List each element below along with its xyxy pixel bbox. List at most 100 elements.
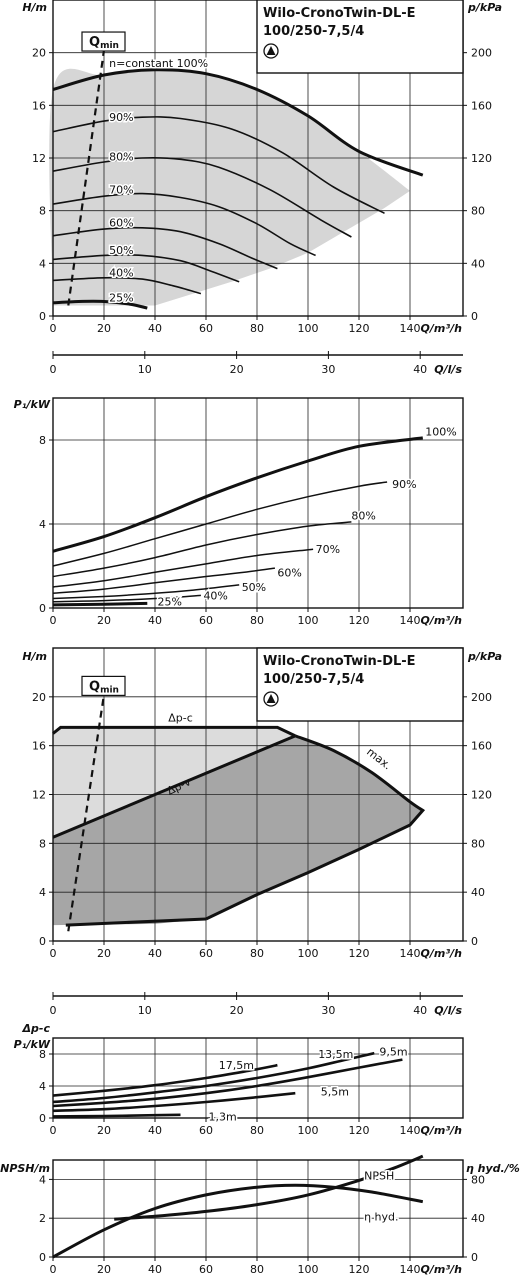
- curve-80: [52, 521, 352, 578]
- curve-90: [52, 481, 388, 567]
- curve-40: [52, 276, 202, 295]
- y-axis-label-top: Δp-c: [22, 1022, 51, 1035]
- x-tick-label: 80: [250, 614, 264, 627]
- y2-tick-label: 0: [471, 310, 478, 323]
- y-tick-label: 16: [32, 99, 46, 112]
- x-tick-label: 40: [148, 1124, 162, 1137]
- power-dpc-chart: 0 20 40 60 80 100 120 140 Q/m³/h 0 4 8 17,5m 13,5m 9,5…: [14, 1022, 464, 1137]
- curve-label-40: 40%: [203, 589, 227, 602]
- x-tick-label: 40: [148, 322, 162, 335]
- chart-subtitle: 100/250-7,5/4: [263, 24, 364, 39]
- x-tick-label: 120: [349, 322, 370, 335]
- x-axis-label: Q/m³/h: [421, 1263, 463, 1276]
- y-axis-label: P₁/kW: [14, 398, 51, 411]
- y-tick-label: 20: [32, 47, 46, 60]
- x-tick-label: 20: [97, 947, 111, 960]
- x-tick-label: 20: [97, 322, 111, 335]
- curve-13-5m: [52, 1051, 375, 1104]
- x-tick-label: 0: [50, 947, 57, 960]
- qmin-line: [67, 694, 106, 932]
- x-tick-label: 140: [400, 1263, 421, 1276]
- y2-tick-label: 40: [471, 886, 485, 899]
- y-tick-label: 8: [39, 837, 46, 850]
- secondary-x-tick-label: 0: [50, 363, 57, 376]
- curve-label-80: 80%: [351, 510, 375, 523]
- curve-label-70: 70%: [316, 543, 340, 556]
- hq-control-mode-chart: 0 20 40 60 80 100 120 140 Q/m³/h0481216200408012…: [22, 647, 502, 1017]
- x-tick-label: 60: [199, 322, 213, 335]
- curve-label-9-5m: 9,5m: [379, 1046, 407, 1059]
- y-tick-label: 4: [39, 886, 46, 899]
- curve-70: [52, 548, 314, 588]
- y-tick-label: 16: [32, 740, 46, 753]
- y-tick-label: 8: [39, 1048, 46, 1061]
- curve-label-90: 90%: [392, 478, 416, 491]
- chart-title: Wilo-CronoTwin-DL-E: [263, 654, 416, 669]
- y-tick-label: 8: [39, 434, 46, 447]
- plot-area: [53, 398, 463, 608]
- curve-25: [52, 299, 148, 310]
- y-tick-label: 0: [39, 602, 46, 615]
- dpc-label: Δp-c: [168, 711, 193, 724]
- curve-80: [52, 157, 352, 238]
- curve-label-13-5m: 13,5m: [318, 1048, 353, 1061]
- y2-tick-label: 80: [471, 837, 485, 850]
- plot-frame: [52, 397, 464, 609]
- y-tick-label: 12: [32, 789, 46, 802]
- y-tick-label: 0: [39, 1251, 46, 1264]
- plot-frame: [52, 1037, 464, 1119]
- curve-17-5m: [52, 1063, 278, 1097]
- y-tick-label: 4: [39, 257, 46, 270]
- x-tick-label: 20: [97, 614, 111, 627]
- dpv-curve: [52, 734, 296, 839]
- qmin-subscript: min: [100, 41, 119, 51]
- chart-subtitle: 100/250-7,5/4: [263, 672, 364, 687]
- x-tick-label: 0: [50, 614, 57, 627]
- x-tick-label: 100: [298, 1263, 319, 1276]
- x-tick-label: 80: [250, 1263, 264, 1276]
- curve-label-80: 80%: [109, 151, 133, 164]
- secondary-x-tick-label: 0: [50, 1004, 57, 1017]
- curve-50: [52, 254, 240, 283]
- secondary-x-tick-label: 30: [321, 363, 335, 376]
- x-axis-label: Q/m³/h: [421, 947, 463, 960]
- curve-5-5m: [52, 1091, 296, 1113]
- curve-label-90: 90%: [109, 111, 133, 124]
- x-tick-label: 40: [148, 947, 162, 960]
- curve-60: [52, 226, 278, 270]
- y2-axis-label: p/kPa: [467, 1, 502, 14]
- plot-area: [53, 1160, 463, 1257]
- curve-100: [52, 436, 423, 553]
- x-tick-label: 0: [50, 1263, 57, 1276]
- chart-title: Wilo-CronoTwin-DL-E: [263, 6, 416, 21]
- y2-tick-label: 40: [471, 1212, 485, 1225]
- curve-npsh: [114, 1154, 424, 1221]
- x-tick-label: 120: [349, 947, 370, 960]
- x-tick-label: 140: [400, 614, 421, 627]
- curve-label-5-5m: 5,5m: [321, 1086, 349, 1099]
- secondary-x-tick-label: 30: [321, 1004, 335, 1017]
- curve-50: [52, 584, 240, 600]
- curve-label-50: 50%: [109, 244, 133, 257]
- operating-envelope: [49, 68, 410, 306]
- y2-tick-label: 80: [471, 1173, 485, 1186]
- min-curve: [65, 917, 207, 927]
- curve-70: [52, 192, 316, 257]
- qmin-box: [81, 675, 126, 696]
- y2-tick-label: 200: [471, 691, 492, 704]
- curve-label-40: 40%: [109, 267, 133, 280]
- dpv-region: [53, 735, 423, 926]
- y-tick-label: 8: [39, 205, 46, 218]
- plot-frame: [52, 1159, 464, 1258]
- curve-label-60: 60%: [109, 217, 133, 230]
- hq-curve-chart: 0 20 40 60 80 100 120 140 Q/m³/h0481216200408012…: [22, 0, 502, 376]
- y2-tick-label: 80: [471, 205, 485, 218]
- curve-label-25: 25%: [109, 292, 133, 305]
- y-tick-label: 20: [32, 691, 46, 704]
- y2-tick-label: 0: [471, 935, 478, 948]
- x-tick-label: 140: [400, 1124, 421, 1137]
- qmin-line: [67, 49, 106, 306]
- power-curve-chart: 0 20 40 60 80 100 120 140 Q/m³/h 0 4 8 100% 90% 80% 70%…: [14, 397, 464, 627]
